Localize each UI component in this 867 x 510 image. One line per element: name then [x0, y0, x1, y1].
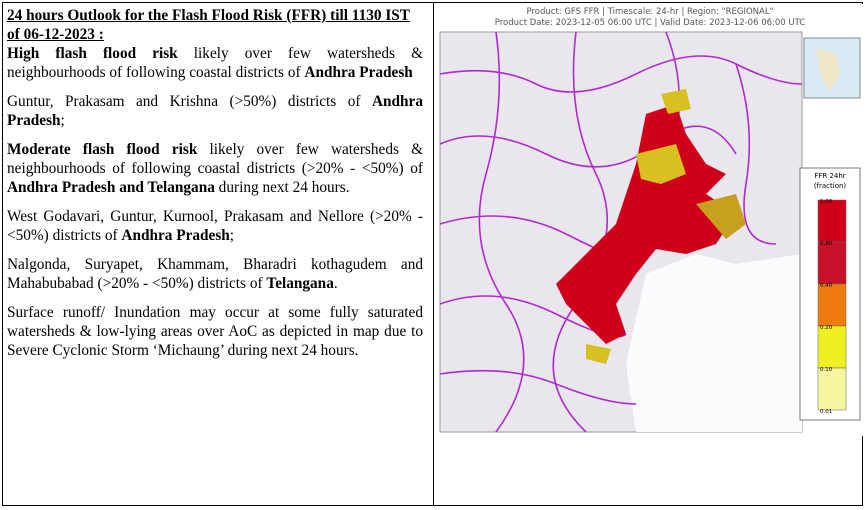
ffr-map: Product: GFS FFR | Timescale: 24-hr | Re… [436, 4, 864, 436]
legend-swatch [817, 283, 847, 327]
paragraph: West Godavari, Guntur, Kurnool, Prakasam… [7, 207, 423, 245]
text: likely over few watersheds & neighbourho… [7, 45, 423, 81]
legend-tick-label: 0.01 [820, 409, 832, 415]
text: Guntur, Prakasam and Krishna (>50%) dist… [7, 93, 372, 110]
legend-swatch [817, 367, 847, 411]
legend-scale: 1.00 0.80 0.40 0.20 0.10 0.01 [817, 199, 847, 415]
inset-land [816, 48, 840, 92]
outlook-text: 24 hours Outlook for the Flash Flood Ris… [7, 6, 423, 370]
legend-swatch [817, 199, 847, 243]
text: . [333, 275, 338, 292]
outlook-title: 24 hours Outlook for the Flash Flood Ris… [7, 7, 411, 43]
text: Surface runoff/ Inundation may occur at … [7, 304, 423, 359]
text: West Godavari, Guntur, Kurnool, Prakasam… [7, 208, 423, 244]
high-risk-area [556, 104, 736, 344]
legend-swatch [817, 325, 847, 369]
legend-swatch [817, 241, 847, 285]
bold-text: Telangana [266, 275, 334, 292]
legend-title: (fraction) [814, 182, 847, 190]
text: Nalgonda, Suryapet, Khammam, Bharadri ko… [7, 256, 423, 292]
text: during next 24 hours. [214, 179, 350, 196]
paragraph: Moderate flash flood risk likely over fe… [7, 140, 423, 197]
map-header: Product: GFS FFR | Timescale: 24-hr | Re… [527, 7, 774, 17]
legend-tick-label: 0.20 [820, 325, 833, 331]
legend-tick-label: 0.80 [820, 241, 833, 247]
moderate-risk-area [586, 89, 746, 364]
bold-text: High flash flood risk [7, 45, 178, 62]
text: ; [60, 112, 65, 129]
bold-text: Moderate flash flood risk [7, 141, 198, 158]
bold-text: Andhra Pradesh [121, 227, 230, 244]
paragraphs: High flash flood risk likely over few wa… [7, 44, 423, 360]
legend-title: FFR 24hr [814, 172, 845, 180]
bold-text: Andhra Pradesh and Telangana [7, 179, 215, 196]
paragraph: Guntur, Prakasam and Krishna (>50%) dist… [7, 92, 423, 130]
column-divider [433, 3, 434, 505]
map-header: Product Date: 2023-12-05 06:00 UTC | Val… [495, 18, 806, 28]
legend-tick-label: 0.10 [820, 367, 833, 373]
paragraph: High flash flood risk likely over few wa… [7, 44, 423, 82]
text: ; [229, 227, 235, 244]
paragraph: Nalgonda, Suryapet, Khammam, Bharadri ko… [7, 255, 423, 293]
legend-tick-label: 0.40 [820, 283, 833, 289]
bold-text: Andhra Pradesh [304, 64, 413, 81]
legend-tick-label: 1.00 [820, 199, 833, 205]
sea [626, 254, 802, 432]
text: likely over few watersheds & neighbourho… [7, 141, 423, 177]
bold-text: Andhra Pradesh [7, 93, 423, 129]
paragraph: Surface runoff/ Inundation may occur at … [7, 303, 423, 360]
